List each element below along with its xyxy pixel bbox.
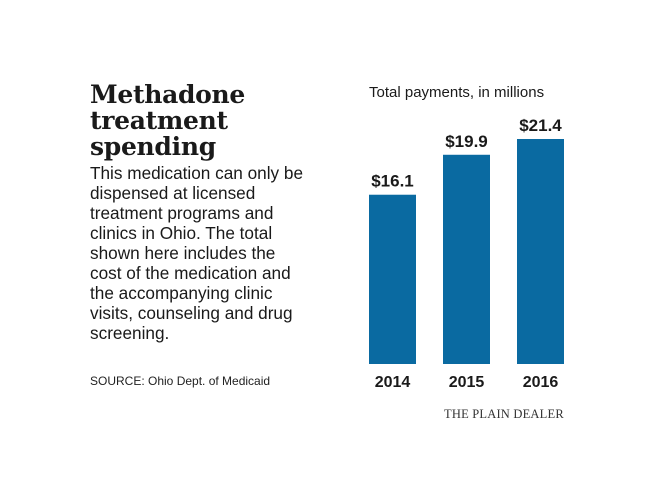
bar-2016 (517, 139, 564, 364)
title-line-1: Methadone (90, 80, 246, 109)
publisher-credit: THE PLAIN DEALER (444, 407, 564, 421)
description: This medication can only be dispensed at… (90, 163, 304, 343)
source-note: SOURCE: Ohio Dept. of Medicaid (90, 374, 271, 388)
data-label-2014: $16.1 (371, 172, 414, 191)
title-line-2: treatment (90, 106, 228, 135)
chart-title: Methadone treatment spending (90, 82, 330, 160)
x-tick-2014: 2014 (375, 374, 411, 391)
data-label-2016: $21.4 (519, 116, 562, 135)
x-tick-2016: 2016 (523, 374, 559, 391)
x-tick-2015: 2015 (449, 374, 485, 391)
bar-2014 (369, 194, 416, 364)
data-label-2015: $19.9 (445, 132, 488, 151)
title-line-3: spending (90, 132, 216, 161)
chart-subtitle: Total payments, in millions (369, 84, 545, 101)
bar-2015 (443, 154, 490, 364)
